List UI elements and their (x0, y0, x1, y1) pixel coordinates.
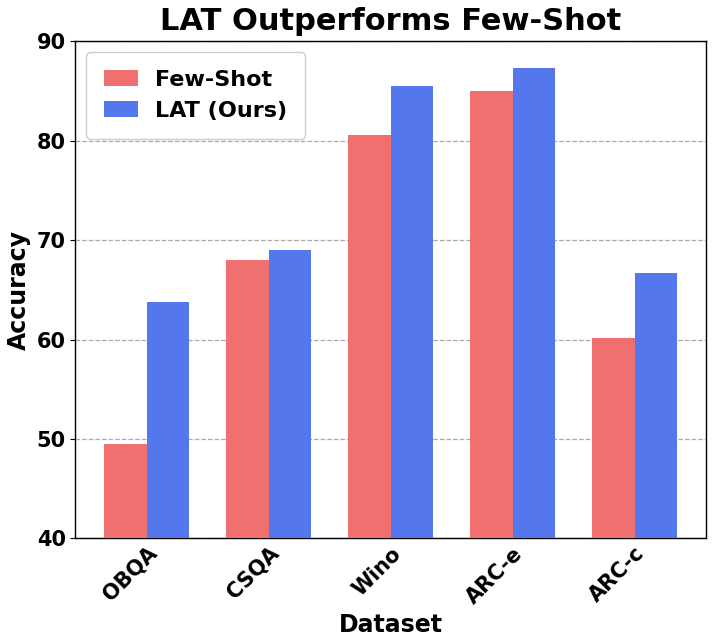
Bar (104, 444, 147, 644)
Bar (391, 86, 434, 644)
Y-axis label: Accuracy: Accuracy (7, 230, 31, 350)
Bar (592, 337, 635, 644)
Bar (513, 68, 555, 644)
Bar (226, 260, 269, 644)
Bar (348, 135, 391, 644)
Bar (147, 301, 190, 644)
Bar (269, 250, 312, 644)
X-axis label: Dataset: Dataset (339, 613, 443, 637)
Bar (470, 91, 513, 644)
Bar (635, 273, 677, 644)
Title: LAT Outperforms Few-Shot: LAT Outperforms Few-Shot (160, 7, 621, 36)
Legend: Few-Shot, LAT (Ours): Few-Shot, LAT (Ours) (86, 52, 305, 139)
